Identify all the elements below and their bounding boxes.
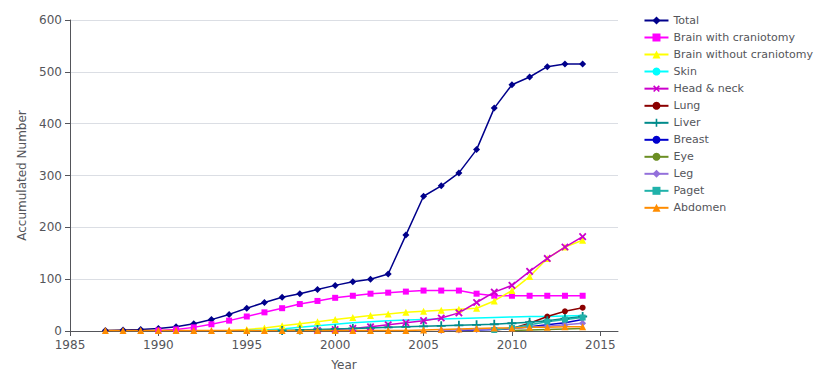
svg-text:2000: 2000 (320, 338, 351, 352)
svg-text:1985: 1985 (55, 338, 86, 352)
svg-text:Lung: Lung (673, 99, 700, 112)
svg-text:Skin: Skin (673, 65, 696, 78)
svg-text:Head & neck: Head & neck (673, 82, 744, 95)
svg-text:300: 300 (39, 169, 62, 183)
svg-text:Brain without craniotomy: Brain without craniotomy (673, 48, 813, 61)
svg-text:Brain with craniotomy: Brain with craniotomy (673, 31, 795, 44)
svg-text:2015: 2015 (585, 338, 616, 352)
svg-text:2005: 2005 (408, 338, 439, 352)
svg-text:Abdomen: Abdomen (673, 201, 726, 214)
svg-text:500: 500 (39, 65, 62, 79)
svg-text:Liver: Liver (673, 116, 700, 129)
svg-text:1995: 1995 (232, 338, 263, 352)
svg-text:Breast: Breast (673, 133, 709, 146)
svg-text:Total: Total (672, 14, 699, 27)
svg-text:Eye: Eye (673, 150, 693, 163)
svg-text:Leg: Leg (673, 167, 693, 180)
svg-text:Accumulated Number: Accumulated Number (15, 110, 29, 241)
svg-text:100: 100 (39, 272, 62, 286)
svg-text:600: 600 (39, 13, 62, 27)
svg-text:0: 0 (54, 324, 62, 338)
svg-text:2010: 2010 (497, 338, 528, 352)
svg-text:1990: 1990 (143, 338, 174, 352)
svg-text:200: 200 (39, 220, 62, 234)
svg-text:400: 400 (39, 117, 62, 131)
svg-text:Paget: Paget (673, 184, 705, 197)
svg-text:Year: Year (330, 358, 356, 372)
